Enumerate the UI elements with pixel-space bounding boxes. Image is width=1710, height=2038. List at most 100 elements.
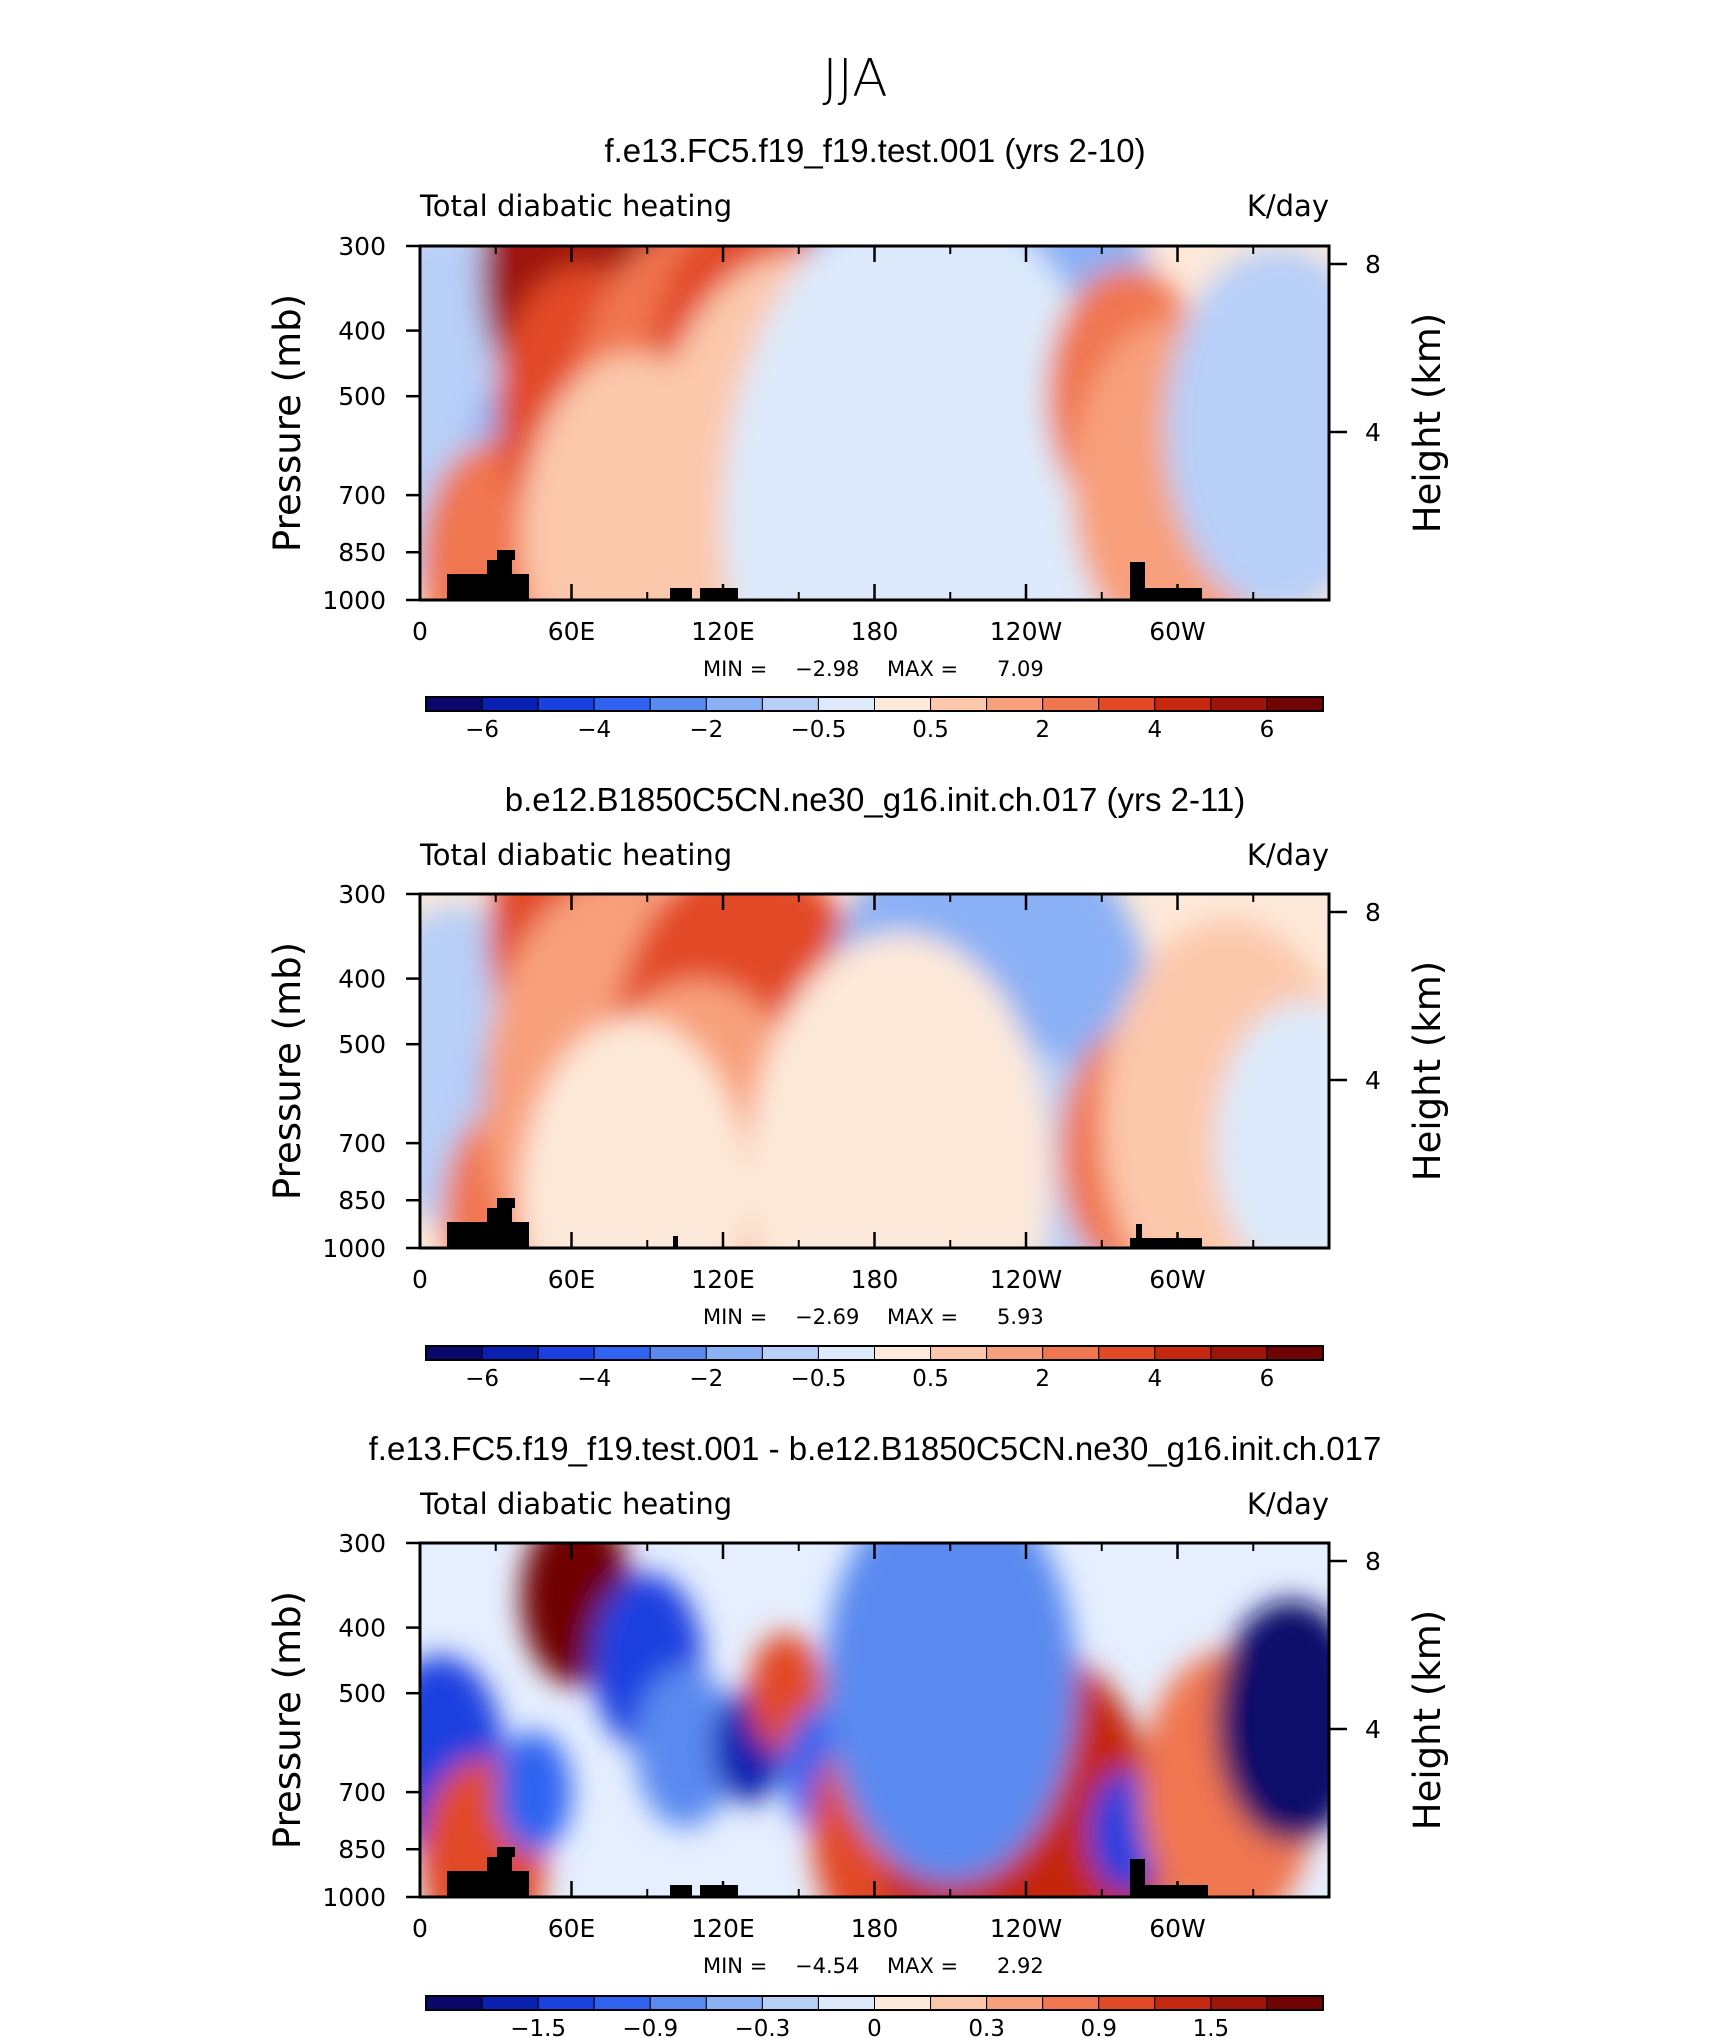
panel-title: f.e13.FC5.f19_f19.test.001 (yrs 2-10): [604, 132, 1145, 169]
x-tick-label: 60E: [548, 1914, 596, 1943]
colorbar-swatch: [874, 1995, 932, 2011]
y-tick-label: 300: [338, 880, 386, 909]
colorbar-label: −2: [689, 1366, 723, 1392]
colorbar-label: 0.5: [912, 717, 949, 743]
y-axis-right-label: Height (km): [1406, 1610, 1449, 1830]
colorbar-swatch: [1266, 1995, 1324, 2011]
y-tick-label: 1000: [322, 1883, 386, 1912]
x-tick-label: 60W: [1149, 1265, 1206, 1294]
colorbar-swatch: [537, 1345, 595, 1361]
colorbar-label: 4: [1147, 1366, 1162, 1392]
colorbar-swatch: [930, 696, 988, 712]
colorbar-swatch: [705, 696, 763, 712]
colorbar-swatch: [649, 696, 707, 712]
x-tick-label: 180: [851, 1914, 899, 1943]
y-axis-label: Pressure (mb): [266, 294, 309, 552]
colorbar-swatch: [1154, 1995, 1212, 2011]
colorbar-label: 0: [867, 2016, 882, 2038]
panel-title: b.e12.B1850C5CN.ne30_g16.init.ch.017 (yr…: [505, 781, 1246, 818]
x-tick-label: 0: [412, 1914, 428, 1943]
colorbar-swatch: [930, 1995, 988, 2011]
colorbar-swatch: [1154, 696, 1212, 712]
colorbar-label: −4: [577, 1366, 611, 1392]
colorbar-swatch: [817, 1345, 875, 1361]
y-tick-label: 300: [338, 232, 386, 261]
colorbar-swatch: [649, 1345, 707, 1361]
x-tick-label: 180: [851, 617, 899, 646]
y-right-tick-label: 8: [1365, 898, 1381, 927]
colorbar-swatch: [1098, 696, 1156, 712]
y-tick-label: 700: [338, 1129, 386, 1158]
y-tick-label: 1000: [322, 586, 386, 615]
heating-field: [420, 1543, 1329, 1897]
colorbar-swatch: [761, 1345, 819, 1361]
x-tick-label: 60E: [548, 1265, 596, 1294]
colorbar-label: 2: [1035, 717, 1050, 743]
colorbar-swatch: [705, 1345, 763, 1361]
colorbar-swatch: [649, 1995, 707, 2011]
y-tick-label: 500: [338, 382, 386, 411]
colorbar-swatch: [817, 1995, 875, 2011]
field-blob: [1215, 1001, 1329, 1248]
colorbar-swatch: [874, 1345, 932, 1361]
min-value: −2.98: [795, 657, 859, 681]
colorbar-swatch: [761, 1995, 819, 2011]
colorbar-label: 1.5: [1193, 2016, 1230, 2038]
colorbar-label: 0.3: [968, 2016, 1005, 2038]
topography: [447, 1847, 1208, 1897]
colorbar-swatch: [761, 696, 819, 712]
y-axis-label: Pressure (mb): [266, 1591, 309, 1849]
heating-field: [420, 246, 1329, 600]
topography: [447, 1198, 1202, 1248]
y-tick-label: 400: [338, 1614, 386, 1643]
colorbar-swatch: [705, 1995, 763, 2011]
min-label: MIN =: [703, 657, 767, 681]
colorbar-swatch: [481, 1345, 539, 1361]
colorbar-swatch: [593, 696, 651, 712]
y-right-tick-label: 4: [1365, 418, 1381, 447]
right-string: K/day: [1247, 838, 1329, 872]
field-blob: [521, 352, 749, 600]
colorbar-frame: [425, 696, 1324, 712]
colorbar-label: 0.5: [912, 1366, 949, 1392]
x-tick-label: 60W: [1149, 617, 1206, 646]
max-label: MAX =: [887, 1954, 958, 1978]
colorbar-label: −0.5: [791, 717, 847, 743]
colorbar-label: −2: [689, 717, 723, 743]
left-string: Total diabatic heating: [419, 189, 732, 223]
axes: 0 60E 120E 180 120W 60W 300 400 500 700 850 1000 8 4: [322, 1529, 1381, 1943]
x-tick-label: 60E: [548, 617, 596, 646]
y-tick-label: 700: [338, 1778, 386, 1807]
panel-1: f.e13.FC5.f19_f19.test.001 (yrs 2-10) To…: [266, 132, 1449, 743]
y-tick-label: 1000: [322, 1234, 386, 1263]
colorbar-swatch: [1042, 696, 1100, 712]
left-string: Total diabatic heating: [419, 838, 732, 872]
y-axis-right-label: Height (km): [1406, 313, 1449, 533]
colorbar-frame: [425, 1345, 1324, 1361]
field-blob: [634, 1666, 736, 1828]
colorbar-label: −4: [577, 717, 611, 743]
field-blob: [748, 932, 1052, 1248]
colorbar-label: −0.9: [622, 2016, 678, 2038]
x-tick-label: 180: [851, 1265, 899, 1294]
topography: [447, 550, 1202, 600]
colorbar-label: 2: [1035, 1366, 1050, 1392]
axes: 0 60E 120E 180 120W 60W 300 400 500 700 850 1000 8 4: [322, 880, 1381, 1294]
min-value: −2.69: [795, 1305, 859, 1329]
colorbar-swatch: [874, 696, 932, 712]
x-tick-label: 120E: [691, 1914, 755, 1943]
y-tick-label: 850: [338, 1186, 386, 1215]
colorbar-swatch: [817, 696, 875, 712]
colorbar: −1.5 −0.9 −0.3 0 0.3 0.9 1.5: [425, 1995, 1324, 2038]
colorbar-swatch: [930, 1345, 988, 1361]
x-tick-label: 120W: [990, 1914, 1062, 1943]
x-tick-label: 120E: [691, 617, 755, 646]
colorbar-swatch: [593, 1345, 651, 1361]
colorbar-label: −6: [465, 1366, 499, 1392]
x-tick-label: 120W: [990, 1265, 1062, 1294]
colorbar-swatch: [537, 1995, 595, 2011]
colorbar-swatch: [1098, 1345, 1156, 1361]
colorbar-swatch: [1098, 1995, 1156, 2011]
field-blob: [1215, 1600, 1329, 1843]
colorbar: −6 −4 −2 −0.5 0.5 2 4 6: [425, 696, 1324, 743]
